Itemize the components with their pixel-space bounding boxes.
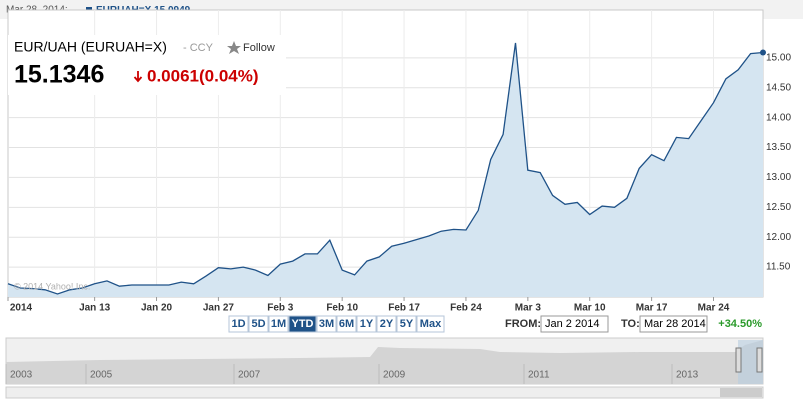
x-tick-label: Feb 17	[388, 303, 420, 314]
quote-panel	[8, 35, 286, 95]
range-button[interactable]	[316, 315, 337, 333]
range-label[interactable]: Max	[420, 318, 442, 330]
year-label: 2007	[238, 370, 261, 381]
y-tick-label: 15.00	[766, 52, 791, 63]
x-tick-label: Mar 3	[515, 303, 542, 314]
x-tick-label: Mar 24	[698, 303, 730, 314]
to-label: TO:	[621, 318, 640, 330]
range-button[interactable]	[416, 315, 445, 333]
from-label: FROM:	[505, 318, 541, 330]
range-button[interactable]	[248, 315, 269, 333]
y-tick-label: 14.50	[766, 82, 791, 93]
navigator-area	[6, 340, 763, 384]
to-input[interactable]	[639, 315, 708, 333]
range-label[interactable]: 3M	[319, 318, 334, 330]
x-tick-label: Jan 20	[141, 303, 173, 314]
x-tick-label: Jan 27	[203, 303, 235, 314]
x-tick-label: Feb 24	[450, 303, 482, 314]
y-tick-label: 13.00	[766, 172, 791, 183]
price: 15.1346	[14, 61, 104, 89]
range-button[interactable]	[376, 315, 397, 333]
year-label: 2011	[528, 370, 550, 381]
from-value: Jan 2 2014	[545, 318, 599, 330]
range-label[interactable]: 5Y	[400, 318, 414, 330]
y-tick-label: 12.00	[766, 232, 791, 243]
navigator-years: 2003 2005 2007 2009 2011 2013	[5, 364, 699, 384]
range-label[interactable]: 2Y	[380, 318, 394, 330]
x-tick-label: Mar 10	[574, 303, 606, 314]
y-tick-label: 11.50	[766, 262, 791, 273]
area	[8, 42, 763, 298]
down-arrow	[133, 71, 143, 83]
range-controls: 1D 5D 1M YTD 3M 6M 1Y 2Y 5Y Max	[228, 315, 445, 333]
currency: - CCY	[183, 42, 214, 54]
scrollbar-thumb[interactable]	[720, 388, 762, 397]
follow-button[interactable]: Follow	[243, 42, 275, 54]
price-change: 0.0061(0.04%)	[147, 66, 259, 85]
x-tick-label: Mar 17	[636, 303, 668, 314]
x-tick-label: Feb 10	[326, 303, 358, 314]
navigator-handle[interactable]	[735, 347, 742, 373]
range-button[interactable]	[336, 315, 357, 333]
range-label[interactable]: YTD	[292, 318, 314, 330]
y-tick-label: 14.00	[766, 112, 791, 123]
x-tick-label: Jan 13	[79, 303, 111, 314]
range-button[interactable]	[268, 315, 289, 333]
navigator-handle[interactable]	[756, 347, 763, 373]
to-value: Mar 28 2014	[644, 318, 706, 330]
range-label[interactable]: 1M	[271, 318, 286, 330]
x-tick-label: Feb 3	[267, 303, 294, 314]
range-label[interactable]: 1Y	[360, 318, 374, 330]
quote-name: EUR/UAH (EURUAH=X)	[14, 39, 167, 55]
scrollbar[interactable]	[5, 386, 764, 399]
year-label: 2013	[676, 370, 699, 381]
period-change: +34.50%	[718, 318, 762, 330]
x-tick-label: 2014	[10, 303, 33, 314]
y-tick-label: 13.50	[766, 142, 791, 153]
range-label[interactable]: 5D	[251, 318, 265, 330]
from-input[interactable]	[540, 315, 609, 333]
follow-star[interactable]	[227, 41, 241, 54]
watermark: © 2014 Yahoo! Inc.	[14, 281, 90, 291]
last-point	[760, 49, 766, 56]
range-button[interactable]	[356, 315, 377, 333]
year-label: 2003	[10, 370, 33, 381]
range-button[interactable]	[228, 315, 249, 333]
year-label: 2005	[90, 370, 113, 381]
range-button[interactable]	[396, 315, 417, 333]
line	[7, 42, 764, 295]
range-label[interactable]: 1D	[231, 318, 245, 330]
range-label[interactable]: 6M	[339, 318, 354, 330]
range-button[interactable]	[288, 315, 317, 333]
y-tick-label: 12.50	[766, 202, 791, 213]
year-label: 2009	[383, 370, 406, 381]
